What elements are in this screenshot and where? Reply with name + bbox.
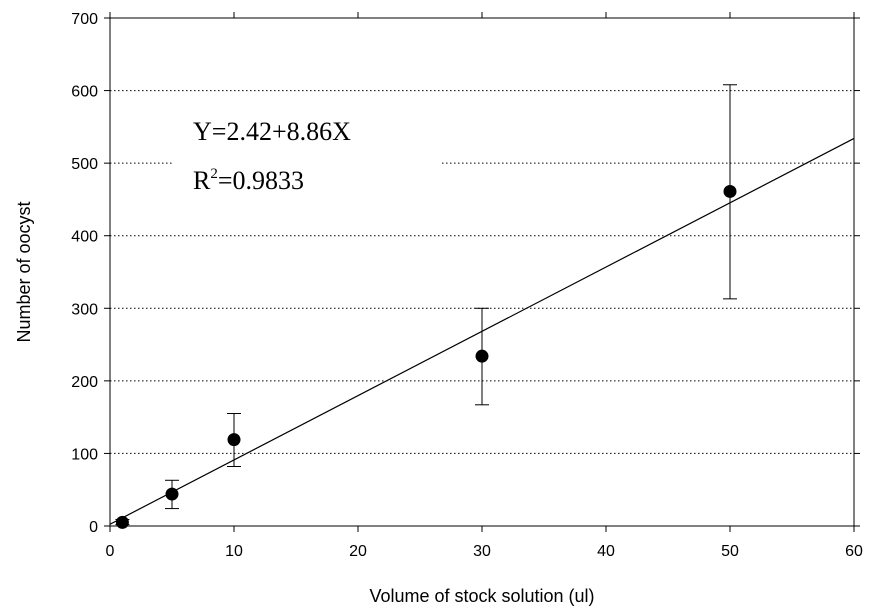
x-tick-label-3: 30 xyxy=(473,543,491,560)
x-tick-label-1: 10 xyxy=(225,543,243,560)
regression-equation: Y=2.42+8.86X xyxy=(193,117,351,146)
data-point-2 xyxy=(227,433,241,447)
x-axis-label: Volume of stock solution (ul) xyxy=(369,586,594,606)
y-tick-label-6: 600 xyxy=(71,84,98,101)
r-squared: R2=0.9833 xyxy=(193,166,304,195)
r-squared-superscript: 2 xyxy=(210,166,218,182)
x-axis-ticks: 0 10 20 30 40 50 60 xyxy=(106,12,863,560)
annotation-background xyxy=(172,108,440,200)
data-points xyxy=(115,184,737,529)
y-tick-label-5: 500 xyxy=(71,156,98,173)
y-tick-label-0: 0 xyxy=(89,519,98,536)
x-tick-label-2: 20 xyxy=(349,543,367,560)
data-point-4 xyxy=(723,184,737,198)
y-tick-label-2: 200 xyxy=(71,374,98,391)
data-point-0 xyxy=(115,515,129,529)
x-tick-label-4: 40 xyxy=(597,543,615,560)
plot-frame xyxy=(109,17,855,527)
y-axis-label: Number of oocyst xyxy=(14,201,34,342)
data-point-1 xyxy=(165,487,179,501)
y-tick-label-1: 100 xyxy=(71,446,98,463)
y-tick-label-7: 700 xyxy=(71,11,98,28)
r-squared-prefix: R xyxy=(193,166,211,195)
x-tick-label-5: 50 xyxy=(721,543,739,560)
y-tick-label-4: 400 xyxy=(71,229,98,246)
data-point-3 xyxy=(475,349,489,363)
r-squared-value: =0.9833 xyxy=(218,166,304,195)
y-axis-ticks: 0 100 200 300 400 500 600 700 xyxy=(71,11,860,536)
y-tick-label-3: 300 xyxy=(71,301,98,318)
x-tick-label-0: 0 xyxy=(106,543,115,560)
x-tick-label-6: 60 xyxy=(845,543,863,560)
